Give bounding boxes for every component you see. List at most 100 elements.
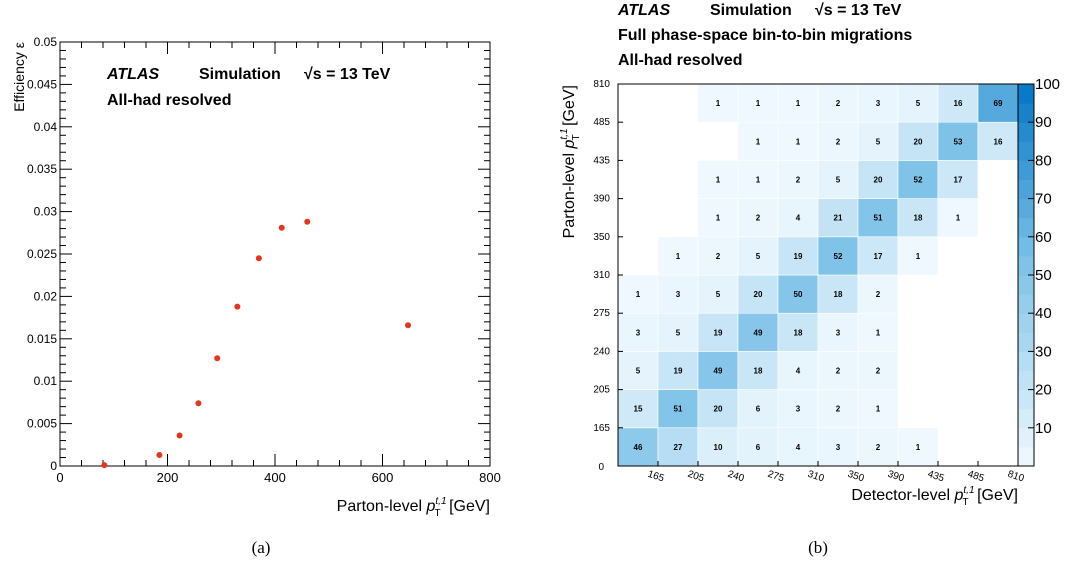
matrix-cell xyxy=(817,274,859,314)
migration-subtitle: Full phase-space bin-to-bin migrations xyxy=(618,27,912,44)
migration-matrix-panel: ATLAS Simulation √s = 13 TeV Full phase-… xyxy=(559,2,1060,557)
y-edge-label-b: 390 xyxy=(593,194,610,205)
matrix-cell xyxy=(697,389,739,429)
matrix-cell-value: 20 xyxy=(714,405,723,414)
matrix-cell-value: 18 xyxy=(754,367,763,376)
matrix-cell-value: 27 xyxy=(674,443,683,452)
matrix-cell xyxy=(657,236,699,276)
x-edge-label-b: 485 xyxy=(966,469,986,485)
y-tick-label-a: 0.01 xyxy=(34,374,58,388)
efficiency-point xyxy=(214,355,221,362)
matrix-cell-value: 2 xyxy=(716,252,721,261)
matrix-cell xyxy=(977,121,1019,161)
matrix-cell-value: 20 xyxy=(874,176,883,185)
palette-tick-label: 70 xyxy=(1035,191,1052,208)
palette-swatch xyxy=(1018,217,1034,238)
matrix-cell-value: 20 xyxy=(754,290,763,299)
matrix-cell xyxy=(817,389,859,429)
energy-label-a: √s = 13 TeV xyxy=(304,66,391,83)
palette-swatch xyxy=(1018,179,1034,200)
matrix-cell-value: 10 xyxy=(714,443,723,452)
matrix-cell-value: 50 xyxy=(794,290,803,299)
y-edge-label-b: 205 xyxy=(593,385,610,396)
matrix-cell-value: 2 xyxy=(876,367,881,376)
x-axis-title-a: Parton-level pt,1 T [GeV] xyxy=(337,496,490,519)
palette-swatch xyxy=(1018,294,1034,314)
matrix-cell-value: 1 xyxy=(756,176,761,185)
matrix-cell-value: 2 xyxy=(876,290,881,299)
matrix-cell-value: 1 xyxy=(916,443,921,452)
matrix-cell xyxy=(817,121,859,161)
efficiency-point xyxy=(304,218,311,225)
x-edge-label-b: 205 xyxy=(686,469,706,485)
palette-swatch xyxy=(1018,389,1034,410)
x-edge-label-b: 240 xyxy=(726,469,746,485)
palette-tick-label: 100 xyxy=(1035,76,1060,93)
efficiency-points xyxy=(101,218,412,469)
energy-label-b: √s = 13 TeV xyxy=(815,2,902,19)
matrix-cell xyxy=(737,274,779,314)
palette-swatch xyxy=(1018,160,1034,180)
y-tick-label-a: 0.04 xyxy=(34,120,58,134)
x-tick-label-a: 400 xyxy=(264,470,286,485)
matrix-cell-value: 4 xyxy=(796,443,801,452)
matrix-cell xyxy=(737,427,779,467)
matrix-cell-value: 1 xyxy=(796,137,801,146)
matrix-cell xyxy=(657,312,699,352)
matrix-cell xyxy=(857,312,899,352)
simulation-label-a: Simulation xyxy=(199,66,281,83)
matrix-cell xyxy=(697,160,739,199)
matrix-cell-value: 16 xyxy=(954,99,963,108)
palette-swatch xyxy=(1018,408,1034,429)
y-tick-label-a: 0.05 xyxy=(34,35,58,49)
matrix-cell xyxy=(937,198,979,238)
y-tick-label-a: 0.02 xyxy=(34,289,58,303)
matrix-cell-value: 3 xyxy=(676,290,681,299)
migration-cells: 46 27 10 6 4 3 2 115 51 20 6 3 2 15 19 49 18 4 2 23 5 19 49 18 3… xyxy=(617,83,1019,467)
y-edge-label-b: 275 xyxy=(593,308,610,319)
matrix-cell-value: 21 xyxy=(834,214,843,223)
efficiency-point xyxy=(101,462,108,469)
palette-swatch xyxy=(1018,255,1034,276)
y-edge-label-b: 810 xyxy=(593,79,610,90)
efficiency-point xyxy=(195,400,202,407)
matrix-cell-value: 3 xyxy=(836,328,841,337)
selection-label-a: All-had resolved xyxy=(107,92,231,109)
matrix-cell xyxy=(697,312,739,352)
matrix-cell-value: 5 xyxy=(716,290,721,299)
efficiency-point xyxy=(405,322,412,329)
palette-swatch xyxy=(1018,84,1034,104)
efficiency-point xyxy=(255,255,262,262)
migration-axis-labels: 0165165205205240240275275310310350350390… xyxy=(593,79,1026,485)
matrix-cell xyxy=(857,198,899,238)
matrix-cell-value: 17 xyxy=(874,252,883,261)
x-axis-title-b: Detector-level pt,1 T [GeV] xyxy=(851,485,1018,508)
palette-tick-label: 20 xyxy=(1035,382,1052,399)
matrix-cell-value: 46 xyxy=(634,443,643,452)
x-tick-label-a: 200 xyxy=(157,470,179,485)
efficiency-axis-ticks: 0 0.005 0.01 0.015 0.02 0.025 0.03 0.035 0.04 0.0… xyxy=(27,35,501,485)
matrix-cell-value: 2 xyxy=(796,176,801,185)
selection-label-b: All-had resolved xyxy=(618,52,742,69)
matrix-cell xyxy=(697,351,739,390)
matrix-cell-value: 5 xyxy=(916,99,921,108)
matrix-cell xyxy=(857,351,899,390)
y-edge-label-b: 310 xyxy=(593,270,610,281)
matrix-cell-value: 49 xyxy=(754,328,763,337)
y-edge-label-b: 165 xyxy=(593,423,610,434)
matrix-cell-value: 1 xyxy=(756,99,761,108)
matrix-cell xyxy=(737,236,779,276)
matrix-cell xyxy=(897,236,939,276)
y-tick-label-a: 0.015 xyxy=(27,332,57,346)
matrix-cell xyxy=(897,83,939,123)
matrix-cell-value: 4 xyxy=(796,214,801,223)
matrix-cell-value: 51 xyxy=(874,214,883,223)
y-edge-label-b: 240 xyxy=(593,346,610,357)
matrix-cell-value: 1 xyxy=(876,328,881,337)
matrix-cell xyxy=(737,389,779,429)
matrix-cell-value: 1 xyxy=(716,176,721,185)
matrix-cell xyxy=(697,198,739,238)
matrix-cell xyxy=(657,389,699,429)
x-tick-label-a: 0 xyxy=(56,470,63,485)
matrix-cell xyxy=(737,83,779,123)
